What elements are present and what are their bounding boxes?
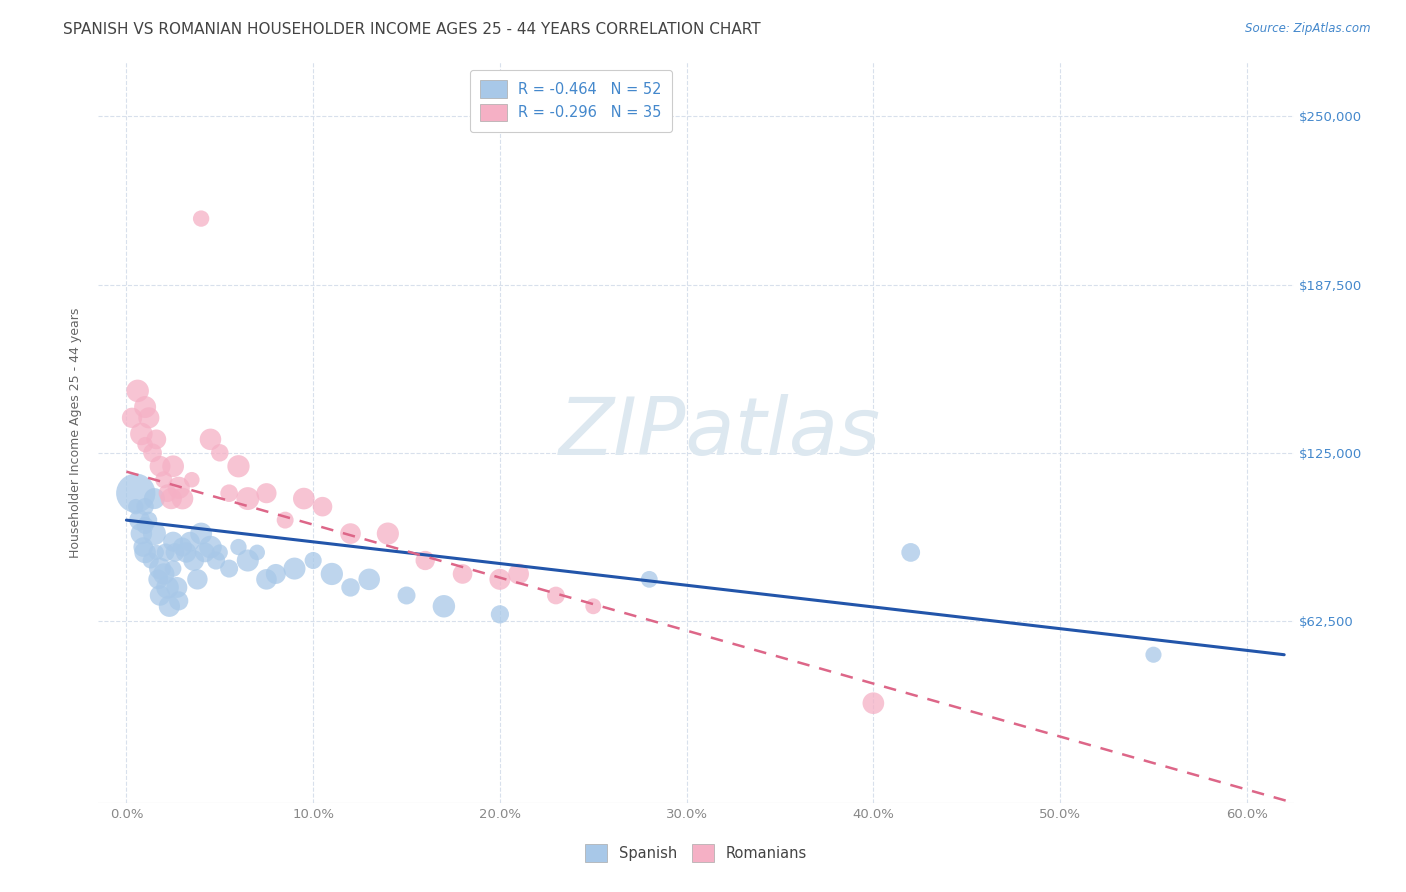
Point	[152, 473, 174, 487]
Point	[194, 545, 217, 559]
Point	[134, 500, 156, 514]
Point	[174, 545, 197, 559]
Point	[125, 486, 148, 500]
Point	[208, 545, 231, 559]
Point	[451, 566, 474, 581]
Point	[508, 566, 530, 581]
Point	[145, 545, 167, 559]
Point	[283, 561, 305, 575]
Point	[134, 545, 156, 559]
Point	[256, 572, 278, 586]
Point	[264, 566, 287, 581]
Point	[162, 459, 184, 474]
Point	[190, 526, 212, 541]
Legend: Spanish, Romanians: Spanish, Romanians	[578, 838, 814, 870]
Text: SPANISH VS ROMANIAN HOUSEHOLDER INCOME AGES 25 - 44 YEARS CORRELATION CHART: SPANISH VS ROMANIAN HOUSEHOLDER INCOME A…	[63, 22, 761, 37]
Point	[208, 446, 231, 460]
Point	[228, 459, 250, 474]
Point	[167, 481, 190, 495]
Point	[128, 513, 150, 527]
Point	[180, 473, 202, 487]
Point	[413, 553, 436, 567]
Point	[149, 589, 172, 603]
Point	[143, 491, 166, 506]
Point	[339, 581, 361, 595]
Point	[152, 566, 174, 581]
Point	[183, 553, 205, 567]
Point	[155, 545, 177, 559]
Point	[311, 500, 333, 514]
Point	[321, 566, 343, 581]
Point	[138, 513, 160, 527]
Point	[131, 427, 153, 442]
Point	[127, 384, 149, 398]
Point	[179, 534, 201, 549]
Point	[190, 211, 212, 226]
Point	[489, 572, 512, 586]
Point	[489, 607, 512, 622]
Point	[236, 491, 259, 506]
Point	[162, 561, 184, 575]
Point	[218, 486, 240, 500]
Point	[142, 446, 165, 460]
Point	[395, 589, 418, 603]
Point	[134, 400, 156, 414]
Point	[125, 500, 148, 514]
Y-axis label: Householder Income Ages 25 - 44 years: Householder Income Ages 25 - 44 years	[69, 308, 83, 558]
Point	[162, 534, 184, 549]
Point	[582, 599, 605, 614]
Point	[145, 433, 167, 447]
Point	[205, 553, 228, 567]
Point	[139, 553, 162, 567]
Point	[149, 561, 172, 575]
Point	[359, 572, 381, 586]
Point	[246, 545, 269, 559]
Point	[256, 486, 278, 500]
Point	[218, 561, 240, 575]
Point	[200, 433, 222, 447]
Point	[377, 526, 399, 541]
Point	[302, 553, 325, 567]
Point	[134, 518, 156, 533]
Point	[228, 540, 250, 554]
Point	[339, 526, 361, 541]
Point	[163, 545, 186, 559]
Point	[638, 572, 661, 586]
Point	[157, 599, 180, 614]
Text: Source: ZipAtlas.com: Source: ZipAtlas.com	[1246, 22, 1371, 36]
Point	[236, 553, 259, 567]
Point	[186, 572, 208, 586]
Point	[433, 599, 456, 614]
Point	[172, 540, 194, 554]
Point	[160, 491, 183, 506]
Point	[131, 526, 153, 541]
Point	[544, 589, 567, 603]
Point	[292, 491, 315, 506]
Point	[167, 594, 190, 608]
Point	[138, 410, 160, 425]
Point	[156, 581, 179, 595]
Point	[166, 581, 188, 595]
Point	[143, 526, 166, 541]
Point	[148, 572, 170, 586]
Point	[274, 513, 297, 527]
Point	[172, 491, 194, 506]
Text: ZIPatlas: ZIPatlas	[558, 393, 882, 472]
Point	[149, 459, 172, 474]
Point	[156, 486, 179, 500]
Point	[200, 540, 222, 554]
Point	[134, 438, 156, 452]
Point	[121, 410, 143, 425]
Point	[1142, 648, 1164, 662]
Point	[132, 540, 155, 554]
Point	[862, 696, 884, 710]
Point	[900, 545, 922, 559]
